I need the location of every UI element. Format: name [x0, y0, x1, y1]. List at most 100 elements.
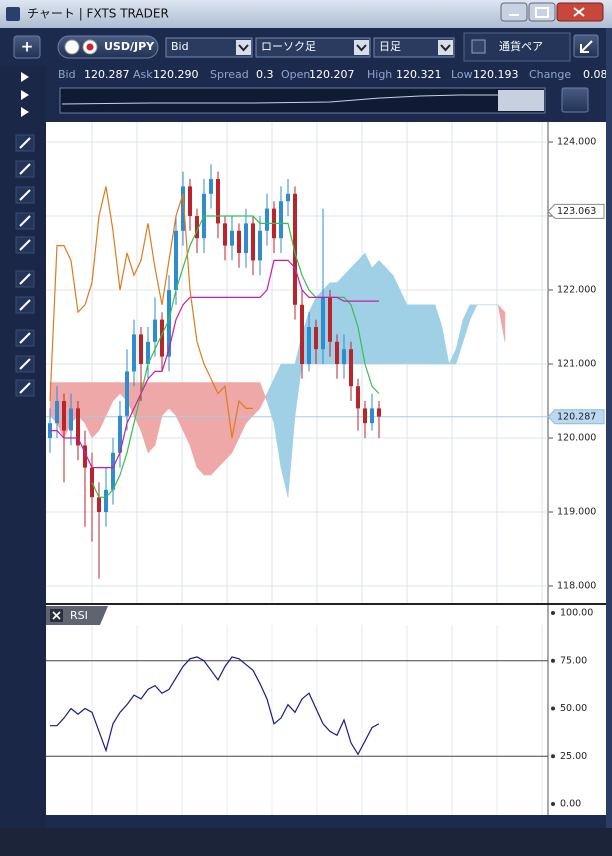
cloud-segment [350, 259, 359, 365]
pair-checkbox[interactable] [471, 39, 486, 54]
candle-body [209, 179, 213, 194]
quote-value: 120.290 [153, 68, 199, 81]
pointer-glyph [21, 72, 29, 82]
candle-body [251, 223, 255, 261]
tool-glyph [19, 239, 31, 251]
candle-body [349, 349, 353, 387]
pointer-glyph [21, 90, 29, 100]
quote-label: Spread [210, 68, 249, 81]
tool-icons [15, 72, 35, 397]
candle-body [125, 371, 129, 416]
cloud-segment [469, 304, 478, 320]
candle-body [97, 497, 101, 512]
dropdown-arrows [236, 40, 453, 55]
quote-value: 120.287 [84, 68, 130, 81]
quote-label: Bid [58, 68, 76, 81]
price-tag [547, 203, 605, 219]
rsi-line [50, 656, 380, 756]
rsi-tick [551, 706, 555, 711]
candle-body [293, 193, 297, 305]
window-button-icons [509, 7, 585, 18]
cloud-segment [217, 382, 226, 469]
quote-label: High [367, 68, 392, 81]
y-tick-label: 119.000 [557, 507, 596, 518]
cloud-segment [441, 326, 450, 365]
navigator-handle[interactable] [498, 90, 544, 111]
candle-body [76, 408, 80, 446]
tool-glyph [19, 163, 31, 175]
rsi-tick [551, 611, 555, 615]
candle-body [160, 319, 164, 357]
candle-body [286, 193, 290, 202]
y-tick-label: 121.000 [557, 359, 596, 370]
chart-type-select[interactable] [255, 37, 371, 58]
rsi-panel [46, 603, 606, 815]
cloud-segment [147, 382, 156, 454]
rsi-title: RSI [70, 609, 88, 622]
candle-body [237, 230, 241, 253]
price-axis [548, 122, 606, 603]
tool-glyph [19, 332, 31, 344]
cloud-segment [413, 304, 422, 365]
tool-glyph [19, 137, 31, 149]
candle-body [300, 304, 304, 364]
rsi-close-icon [52, 611, 61, 620]
cloud-segment [427, 304, 436, 365]
candle-body [62, 401, 66, 431]
cloud-segment [392, 275, 401, 365]
tool-glyph [19, 299, 31, 311]
price-tag-label: 123.063 [557, 206, 596, 217]
candle-body [174, 230, 178, 290]
quote-value: 0.08 [583, 68, 608, 81]
quote-value: 0.3 [256, 68, 274, 81]
cloud-segment [196, 382, 205, 476]
y-tick-label: 122.000 [557, 285, 596, 296]
indicator-line [49, 186, 253, 439]
zoom-button[interactable] [561, 87, 589, 113]
price-type: Bid [171, 40, 189, 53]
rsi-tick [551, 802, 555, 806]
flag-jp-dot [86, 43, 94, 51]
candle-body [139, 334, 143, 364]
quote-label: Low [451, 68, 473, 81]
price-type-select[interactable] [165, 37, 253, 58]
candle-body [335, 341, 339, 364]
rsi-tick-label: 75.00 [560, 655, 587, 666]
candle-body [132, 334, 136, 372]
add-chart-button[interactable] [13, 35, 41, 59]
y-tick-label: 118.000 [557, 581, 596, 592]
y-tick-label: 120.000 [557, 433, 596, 444]
tool-sidebar [0, 66, 46, 828]
navigator-line [61, 94, 498, 105]
quote-label: Change [529, 68, 571, 81]
cloud-segment [378, 259, 387, 365]
cloud-segment [420, 304, 429, 365]
candle-body [153, 319, 157, 342]
cloud-segment [364, 252, 373, 365]
candle-body [83, 445, 87, 468]
cloud-segment [210, 382, 219, 476]
navigator [59, 87, 546, 114]
candle-body [244, 223, 248, 253]
rsi-series: 100.00 75.00 50.00 25.00 0.00 [46, 608, 593, 815]
candle-body [258, 230, 262, 261]
app-icon [6, 7, 20, 21]
price-series [46, 122, 548, 603]
symbol-button[interactable] [57, 35, 159, 59]
quote-value: 120.193 [473, 68, 519, 81]
tool-glyph [19, 189, 31, 201]
pair-button: 通貨ペア [499, 39, 543, 53]
minimize-button[interactable] [500, 2, 528, 22]
candle-body [377, 408, 381, 417]
tool-glyph [19, 358, 31, 370]
rsi-tick-label: 0.00 [560, 799, 581, 810]
period-select[interactable] [373, 37, 455, 58]
candle-body [167, 290, 171, 357]
maximize-button[interactable] [528, 2, 556, 22]
add-chart-label: + [21, 38, 34, 56]
candle-body [342, 349, 346, 364]
quote-label: Open [281, 68, 310, 81]
candle-body [188, 186, 192, 216]
